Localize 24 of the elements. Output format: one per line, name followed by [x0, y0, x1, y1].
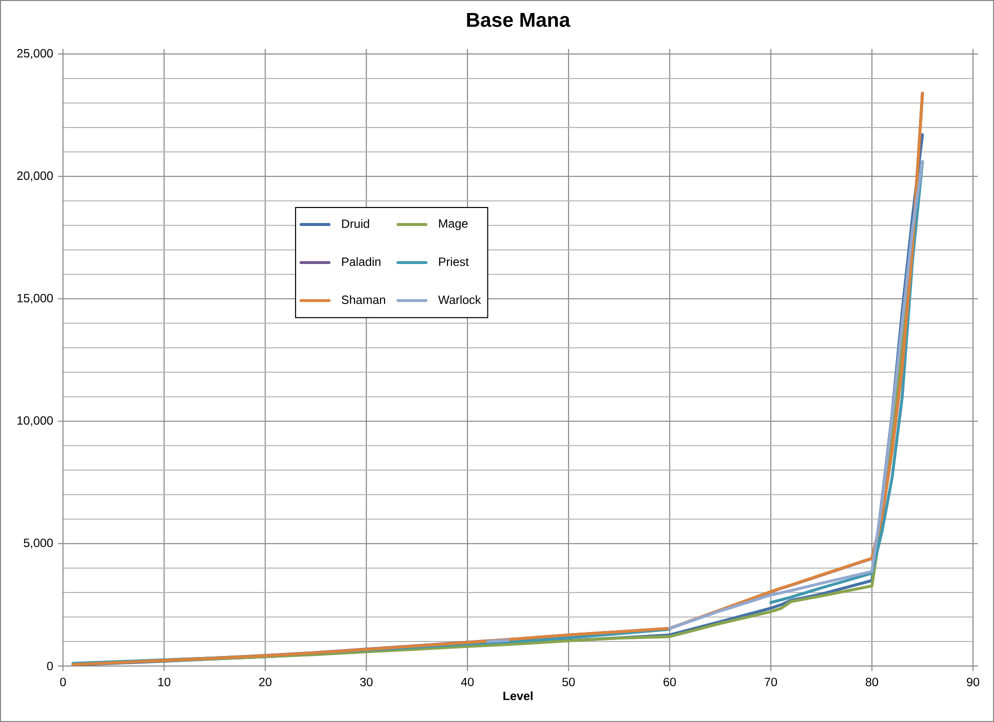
x-tick-label: 20: [259, 678, 272, 686]
x-tick-label: 30: [360, 678, 373, 686]
legend-label: Mage: [439, 219, 468, 230]
x-tick-label: 10: [158, 678, 170, 686]
legend-label: Warlock: [438, 295, 482, 304]
y-tick-label: 0: [47, 662, 53, 670]
y-tick-label: 15,000: [18, 294, 53, 304]
y-tick-label: 20,000: [17, 171, 53, 182]
x-tick-label: 90: [966, 678, 980, 686]
legend-label: Shaman: [342, 295, 386, 304]
chart-title: Base Mana: [467, 13, 570, 27]
x-tick-label: 70: [764, 678, 777, 686]
legend-label: Druid: [342, 219, 370, 228]
x-tick-label: 0: [60, 678, 66, 686]
x-tick-label: 80: [866, 678, 878, 686]
x-tick-label: 60: [664, 678, 676, 686]
x-axis-title: Level: [503, 691, 532, 700]
x-tick-label: 40: [461, 678, 474, 686]
y-tick-label: 25,000: [17, 49, 53, 59]
legend-label: Paladin: [342, 257, 380, 266]
y-tick-label: 5,000: [24, 538, 53, 549]
y-tick-label: 10,000: [18, 416, 53, 426]
x-tick-label: 50: [562, 678, 575, 686]
legend-label: Priest: [439, 257, 469, 266]
